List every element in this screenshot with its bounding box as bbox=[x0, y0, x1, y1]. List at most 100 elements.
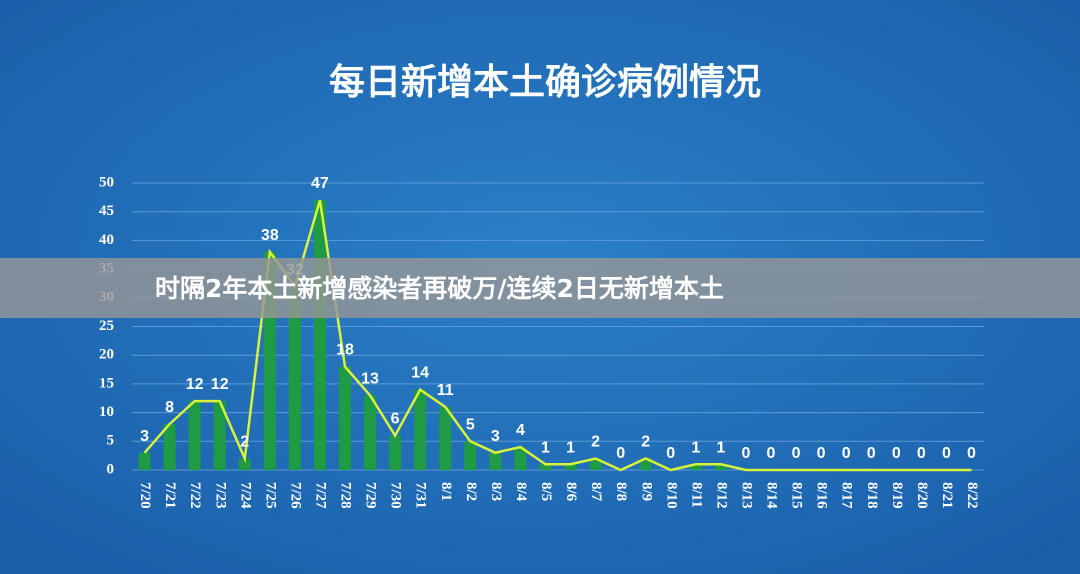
bar bbox=[589, 458, 602, 470]
data-label: 0 bbox=[892, 445, 901, 462]
data-label: 38 bbox=[261, 227, 279, 244]
x-tick-label: 8/2 bbox=[463, 482, 479, 501]
data-label: 13 bbox=[361, 370, 379, 387]
data-label: 8 bbox=[165, 399, 174, 416]
bar bbox=[539, 464, 552, 470]
data-label: 0 bbox=[792, 445, 801, 462]
x-tick-label: 8/17 bbox=[839, 482, 855, 509]
x-tick-label: 7/24 bbox=[237, 482, 253, 509]
data-label: 0 bbox=[767, 445, 776, 462]
y-tick-label: 45 bbox=[99, 203, 114, 219]
x-tick-label: 8/15 bbox=[789, 482, 805, 509]
bar bbox=[414, 389, 427, 470]
data-label: 0 bbox=[817, 445, 826, 462]
x-tick-label: 8/20 bbox=[914, 482, 930, 509]
data-label: 0 bbox=[616, 445, 625, 462]
bar bbox=[313, 200, 326, 470]
y-tick-label: 0 bbox=[107, 461, 115, 477]
data-label: 0 bbox=[842, 445, 851, 462]
y-tick-label: 50 bbox=[99, 174, 114, 190]
x-tick-label: 7/23 bbox=[212, 482, 228, 509]
x-tick-label: 7/29 bbox=[363, 482, 379, 509]
x-tick-label: 7/21 bbox=[162, 482, 178, 509]
data-label: 47 bbox=[311, 175, 329, 192]
data-label: 0 bbox=[917, 445, 926, 462]
data-label: 5 bbox=[466, 416, 475, 433]
x-tick-label: 8/9 bbox=[638, 482, 654, 501]
data-label: 3 bbox=[140, 428, 149, 445]
x-tick-label: 7/27 bbox=[313, 482, 329, 509]
y-tick-label: 25 bbox=[99, 318, 114, 334]
y-tick-label: 40 bbox=[99, 232, 114, 248]
x-tick-label: 7/25 bbox=[262, 482, 278, 509]
x-tick-label: 7/26 bbox=[287, 482, 303, 509]
plot: 051015202530354045507/207/217/227/237/24… bbox=[99, 174, 984, 509]
bar bbox=[714, 464, 727, 470]
x-tick-label: 8/5 bbox=[538, 482, 554, 501]
bar bbox=[564, 464, 577, 470]
x-tick-label: 7/30 bbox=[388, 482, 404, 509]
data-label: 2 bbox=[641, 434, 650, 451]
bar bbox=[689, 464, 702, 470]
bar bbox=[138, 452, 151, 470]
x-tick-label: 8/21 bbox=[939, 482, 955, 509]
x-tick-label: 7/31 bbox=[413, 482, 429, 509]
data-label: 18 bbox=[336, 342, 354, 359]
x-tick-label: 8/12 bbox=[713, 482, 729, 509]
bar bbox=[338, 366, 352, 470]
data-label: 6 bbox=[391, 411, 400, 428]
data-label: 4 bbox=[516, 422, 525, 439]
bar bbox=[464, 441, 477, 470]
x-tick-label: 8/6 bbox=[563, 482, 579, 502]
data-label: 12 bbox=[186, 376, 204, 393]
x-tick-label: 8/3 bbox=[488, 482, 504, 501]
x-tick-label: 8/19 bbox=[889, 482, 905, 509]
data-label: 0 bbox=[967, 445, 976, 462]
data-label: 12 bbox=[211, 376, 229, 393]
y-tick-label: 15 bbox=[99, 375, 114, 391]
data-label: 0 bbox=[942, 445, 951, 462]
x-tick-label: 8/13 bbox=[739, 482, 755, 509]
banner-bg bbox=[0, 258, 1080, 318]
x-tick-label: 8/16 bbox=[814, 482, 830, 509]
bar bbox=[489, 452, 502, 470]
x-tick-label: 8/18 bbox=[864, 482, 880, 509]
data-label: 0 bbox=[867, 445, 876, 462]
data-label: 1 bbox=[691, 439, 700, 456]
data-label: 1 bbox=[541, 439, 550, 456]
data-label: 0 bbox=[666, 445, 675, 462]
x-tick-label: 7/22 bbox=[187, 482, 203, 509]
data-label: 1 bbox=[716, 439, 725, 456]
x-tick-label: 8/14 bbox=[764, 482, 780, 509]
data-label: 3 bbox=[491, 428, 500, 445]
data-label: 2 bbox=[591, 434, 600, 451]
x-tick-label: 8/11 bbox=[688, 482, 704, 508]
data-label: 2 bbox=[240, 434, 249, 451]
chart-title: 每日新增本土确诊病例情况 bbox=[329, 62, 761, 103]
x-tick-label: 8/1 bbox=[438, 482, 454, 501]
data-label: 14 bbox=[411, 365, 429, 382]
bar bbox=[439, 406, 452, 470]
bar bbox=[364, 395, 377, 470]
bar bbox=[238, 458, 251, 470]
bar bbox=[213, 401, 226, 470]
bar bbox=[639, 458, 652, 470]
y-tick-label: 20 bbox=[99, 347, 114, 363]
x-tick-label: 8/4 bbox=[513, 482, 529, 502]
y-tick-label: 5 bbox=[107, 433, 115, 449]
x-tick-label: 8/7 bbox=[588, 482, 604, 502]
bar bbox=[514, 447, 527, 470]
x-tick-label: 7/20 bbox=[137, 482, 153, 509]
x-tick-label: 7/28 bbox=[338, 482, 354, 509]
data-label: 0 bbox=[741, 445, 750, 462]
bar bbox=[389, 435, 402, 470]
bar bbox=[163, 424, 176, 470]
data-label: 11 bbox=[437, 382, 454, 399]
bar bbox=[288, 286, 301, 470]
y-tick-label: 10 bbox=[99, 404, 114, 420]
banner-text: 时隔2年本土新增感染者再破万/连续2日无新增本土 bbox=[155, 274, 724, 303]
bar bbox=[188, 401, 201, 470]
data-label: 1 bbox=[566, 439, 575, 456]
x-tick-label: 8/22 bbox=[964, 482, 980, 509]
